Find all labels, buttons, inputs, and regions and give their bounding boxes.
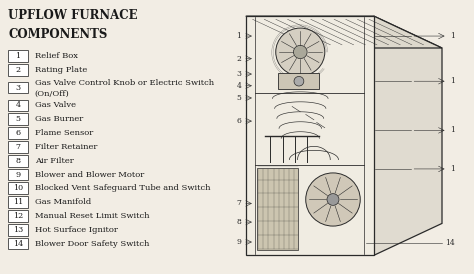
Text: 5: 5	[237, 94, 241, 102]
Text: Relief Box: Relief Box	[35, 52, 78, 60]
Polygon shape	[374, 16, 442, 255]
Bar	[8, 238, 28, 249]
Bar	[8, 155, 28, 167]
Text: Manual Reset Limit Switch: Manual Reset Limit Switch	[35, 212, 149, 220]
Text: Blower and Blower Motor: Blower and Blower Motor	[35, 170, 144, 179]
Bar	[8, 196, 28, 208]
Bar	[8, 99, 28, 111]
Text: Gas Valve: Gas Valve	[35, 101, 76, 109]
Text: 9: 9	[237, 238, 241, 246]
Text: 3: 3	[16, 84, 21, 92]
Text: 8: 8	[237, 218, 241, 226]
Circle shape	[306, 173, 360, 226]
Bar	[8, 224, 28, 236]
Text: 12: 12	[13, 212, 23, 220]
Text: 6: 6	[16, 129, 21, 137]
Bar	[257, 168, 298, 250]
Bar	[8, 141, 28, 153]
Text: 14: 14	[445, 239, 455, 247]
Text: Air Filter: Air Filter	[35, 157, 73, 165]
Text: UPFLOW FURNACE: UPFLOW FURNACE	[8, 10, 138, 22]
Text: 13: 13	[13, 226, 23, 234]
Text: 2: 2	[237, 55, 241, 63]
Text: 7: 7	[16, 143, 20, 151]
Text: Blower Door Safety Switch: Blower Door Safety Switch	[35, 240, 149, 248]
Text: Rating Plate: Rating Plate	[35, 66, 87, 74]
Text: 1: 1	[450, 165, 455, 173]
Text: Hot Surface Ignitor: Hot Surface Ignitor	[35, 226, 118, 234]
Bar	[8, 50, 28, 62]
Text: COMPONENTS: COMPONENTS	[8, 28, 108, 41]
Text: Flame Sensor: Flame Sensor	[35, 129, 93, 137]
Bar	[8, 64, 28, 76]
Text: Gas Manifold: Gas Manifold	[35, 198, 91, 206]
Text: 1: 1	[450, 126, 455, 134]
Text: 11: 11	[13, 198, 23, 206]
Text: 4: 4	[16, 101, 21, 109]
Bar	[8, 113, 28, 125]
Text: 1: 1	[16, 52, 21, 60]
Text: 9: 9	[16, 170, 21, 179]
Text: Filter Retainer: Filter Retainer	[35, 143, 97, 151]
Text: 8: 8	[16, 157, 20, 165]
Text: 4: 4	[237, 82, 241, 90]
Text: 1: 1	[237, 32, 241, 40]
Bar	[8, 127, 28, 139]
Circle shape	[276, 28, 325, 76]
Text: Gas Valve Control Knob or Electric Switch: Gas Valve Control Knob or Electric Switc…	[35, 79, 214, 87]
Text: 14: 14	[13, 240, 23, 248]
Bar	[8, 210, 28, 222]
Polygon shape	[246, 16, 374, 255]
Text: Gas Burner: Gas Burner	[35, 115, 83, 123]
Text: 1: 1	[450, 32, 455, 40]
Bar	[8, 82, 28, 93]
Text: (On/Off): (On/Off)	[35, 90, 70, 98]
Circle shape	[293, 45, 307, 59]
Text: 1: 1	[450, 77, 455, 85]
Circle shape	[294, 76, 304, 86]
Text: 7: 7	[237, 199, 241, 207]
Text: 3: 3	[237, 70, 241, 78]
Bar	[8, 182, 28, 194]
Bar	[279, 73, 319, 89]
Circle shape	[327, 194, 339, 205]
Bar	[8, 169, 28, 180]
Text: 10: 10	[13, 184, 23, 192]
Text: 5: 5	[16, 115, 20, 123]
Text: 6: 6	[237, 117, 241, 125]
Polygon shape	[246, 16, 442, 48]
Text: 2: 2	[16, 66, 21, 74]
Text: Blocked Vent Safeguard Tube and Switch: Blocked Vent Safeguard Tube and Switch	[35, 184, 210, 192]
